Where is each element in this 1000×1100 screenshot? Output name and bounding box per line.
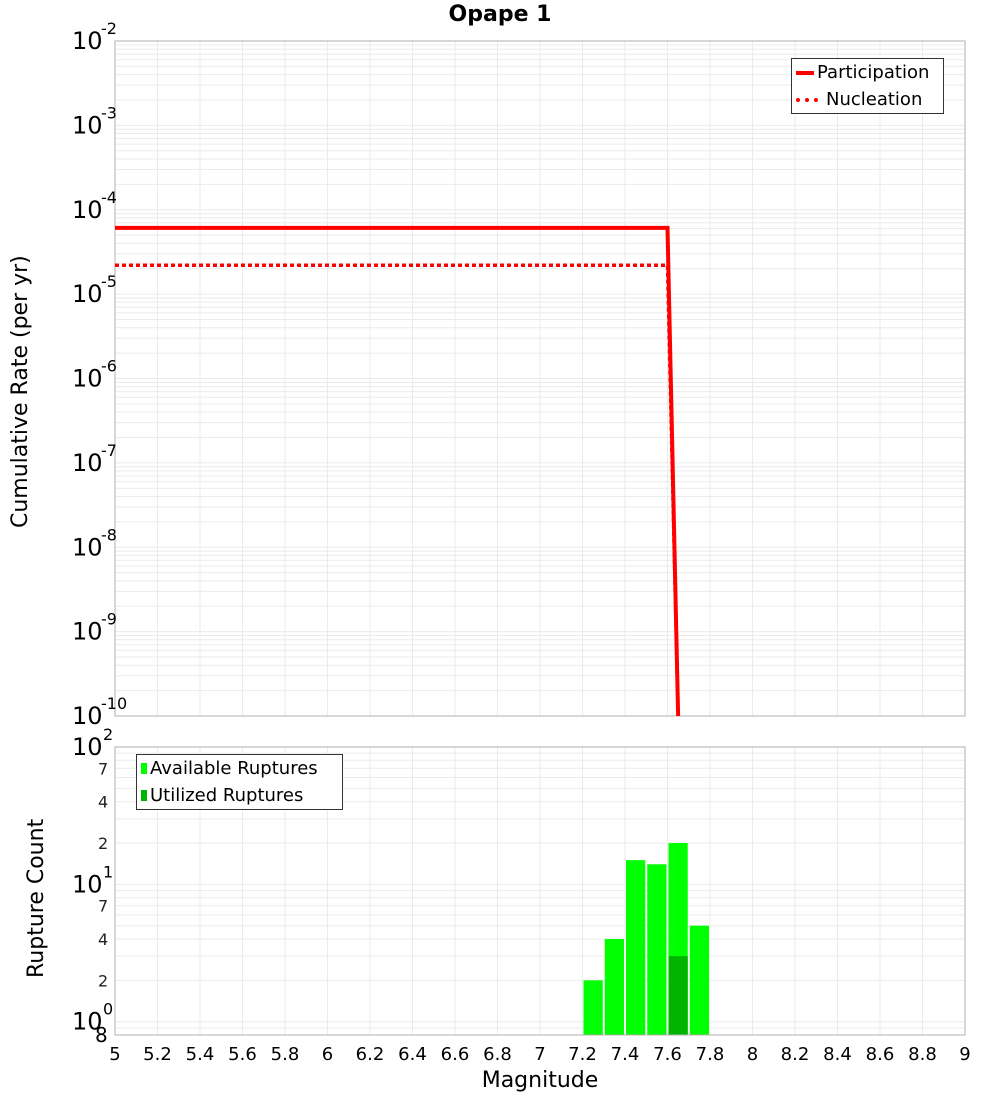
svg-text:8.8: 8.8 — [908, 1044, 937, 1065]
green-square-icon — [141, 763, 147, 774]
svg-text:2: 2 — [98, 971, 108, 990]
top-y-axis-label: Cumulative Rate (per yr) — [8, 255, 33, 528]
svg-text:10: 10 — [72, 533, 103, 561]
chart-canvas: 10-210-310-410-510-610-710-810-910-10102… — [0, 0, 1000, 1100]
svg-text:2: 2 — [103, 725, 113, 744]
solid-line-icon — [796, 71, 814, 75]
svg-text:5.4: 5.4 — [186, 1044, 215, 1065]
svg-text:-10: -10 — [101, 694, 127, 713]
svg-text:7.6: 7.6 — [653, 1044, 682, 1065]
bottom-legend: Available Ruptures Utilized Ruptures — [136, 754, 343, 810]
svg-text:10: 10 — [72, 280, 103, 308]
x-axis-label: Magnitude — [115, 1068, 965, 1093]
svg-text:-3: -3 — [101, 103, 117, 122]
svg-text:5.2: 5.2 — [143, 1044, 172, 1065]
legend-label: Utilized Ruptures — [150, 785, 303, 806]
chart-title: Opape 1 — [0, 2, 1000, 27]
svg-text:8.4: 8.4 — [823, 1044, 852, 1065]
svg-text:10: 10 — [72, 870, 103, 898]
svg-text:10: 10 — [72, 618, 103, 646]
svg-text:6.2: 6.2 — [356, 1044, 385, 1065]
svg-text:8: 8 — [747, 1044, 758, 1065]
legend-label: Nucleation — [826, 89, 922, 110]
svg-text:6.8: 6.8 — [483, 1044, 512, 1065]
legend-label: Available Ruptures — [150, 758, 318, 779]
legend-item-available: Available Ruptures — [137, 755, 342, 782]
svg-text:7: 7 — [98, 759, 108, 778]
svg-text:6.4: 6.4 — [398, 1044, 427, 1065]
bottom-y-axis-label: Rupture Count — [24, 819, 49, 978]
svg-text:5.6: 5.6 — [228, 1044, 257, 1065]
svg-text:4: 4 — [98, 793, 108, 812]
svg-text:-4: -4 — [101, 188, 117, 207]
dotted-line-icon — [796, 98, 818, 102]
svg-text:5: 5 — [109, 1044, 120, 1065]
svg-text:8.6: 8.6 — [866, 1044, 895, 1065]
dark-green-square-icon — [141, 790, 147, 801]
svg-text:10: 10 — [72, 365, 103, 393]
svg-text:1: 1 — [103, 862, 113, 881]
svg-text:-6: -6 — [101, 357, 117, 376]
svg-text:10: 10 — [72, 449, 103, 477]
svg-text:7.4: 7.4 — [611, 1044, 640, 1065]
svg-text:6: 6 — [322, 1044, 333, 1065]
svg-text:7.2: 7.2 — [568, 1044, 597, 1065]
legend-item-participation: Participation — [792, 59, 943, 86]
svg-text:-7: -7 — [101, 441, 117, 460]
svg-text:2: 2 — [98, 834, 108, 853]
svg-text:-5: -5 — [101, 272, 117, 291]
legend-label: Participation — [817, 62, 929, 83]
svg-text:10: 10 — [72, 196, 103, 224]
svg-text:-8: -8 — [101, 525, 117, 544]
svg-text:7: 7 — [534, 1044, 545, 1065]
svg-text:8: 8 — [95, 1023, 108, 1047]
legend-item-utilized: Utilized Ruptures — [137, 782, 342, 809]
svg-text:6.6: 6.6 — [441, 1044, 470, 1065]
svg-text:8.2: 8.2 — [781, 1044, 810, 1065]
svg-text:0: 0 — [103, 1000, 113, 1019]
svg-text:7: 7 — [98, 897, 108, 916]
svg-text:9: 9 — [959, 1044, 970, 1065]
svg-text:5.8: 5.8 — [271, 1044, 300, 1065]
top-legend: Participation Nucleation — [791, 58, 944, 114]
svg-text:10: 10 — [72, 111, 103, 139]
svg-text:10: 10 — [72, 27, 103, 55]
svg-text:10: 10 — [72, 733, 103, 761]
svg-text:7.8: 7.8 — [696, 1044, 725, 1065]
svg-text:4: 4 — [98, 930, 108, 949]
legend-item-nucleation: Nucleation — [792, 86, 943, 113]
svg-text:-9: -9 — [101, 610, 117, 629]
svg-text:10: 10 — [72, 702, 103, 730]
